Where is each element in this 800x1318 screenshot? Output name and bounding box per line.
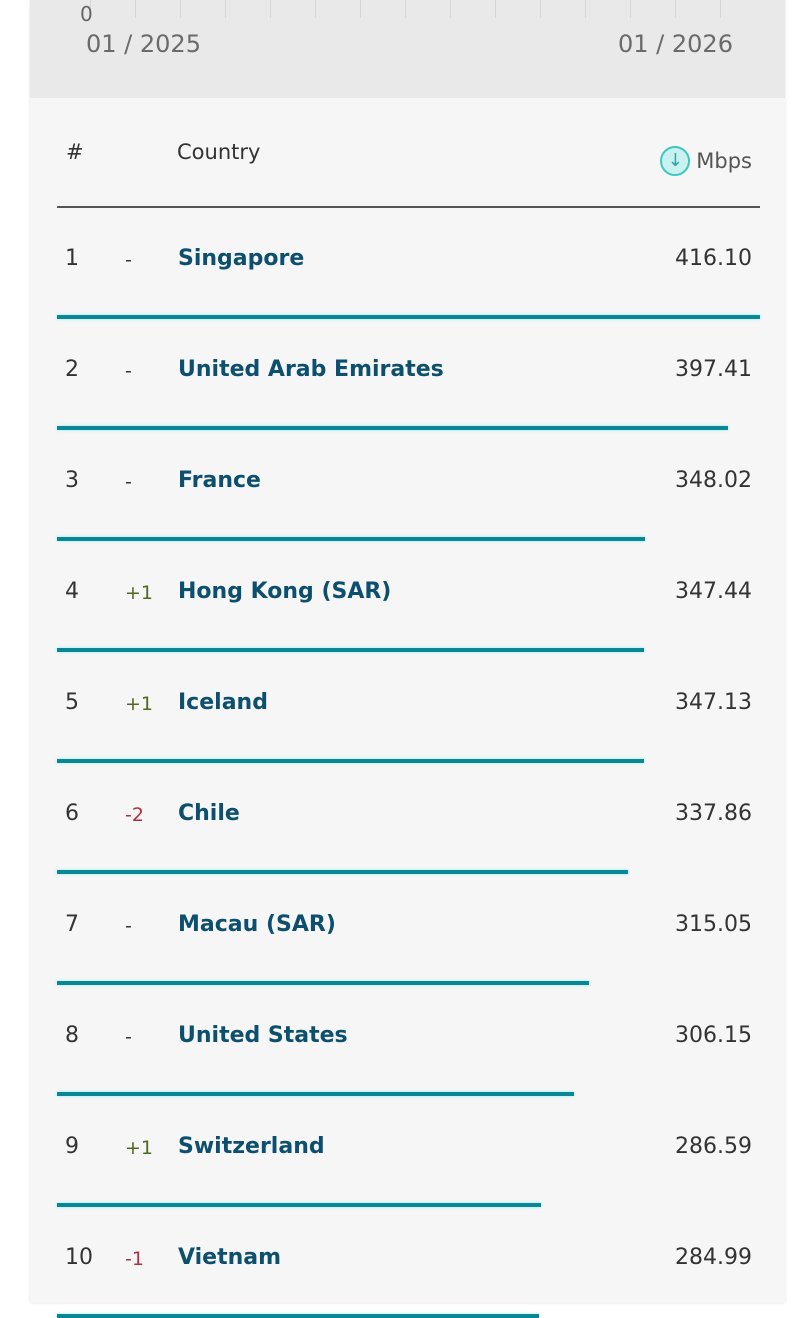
gridline: [90, 0, 91, 18]
speed-value: 397.41: [675, 357, 752, 382]
rank-change: -: [125, 360, 132, 382]
speed-value: 347.13: [675, 690, 752, 715]
table-row: 1 - Singapore 416.10: [30, 208, 785, 319]
rank: 4: [65, 579, 79, 604]
rank-change: -: [125, 249, 132, 271]
table-row: 3 - France 348.02: [30, 430, 785, 541]
speed-value: 315.05: [675, 912, 752, 937]
speed-value: 306.15: [675, 1023, 752, 1048]
rank-change: -: [125, 1026, 132, 1048]
speed-bar: [57, 315, 760, 319]
trend-chart-area: 0 01 / 2025 01 / 2026: [30, 0, 785, 98]
download-arrow-circle-icon: ↓: [660, 146, 691, 176]
rank: 6: [65, 801, 79, 826]
table-row: 9 +1 Switzerland 286.59: [30, 1096, 785, 1207]
rank: 1: [65, 246, 79, 271]
rank-header: #: [66, 140, 84, 164]
table-row: 7 - Macau (SAR) 315.05: [30, 874, 785, 985]
country-link[interactable]: Macau (SAR): [178, 912, 336, 937]
gridline: [450, 0, 451, 18]
country-link[interactable]: United States: [178, 1023, 348, 1048]
rank: 10: [65, 1245, 93, 1270]
rank-change: -: [125, 471, 132, 493]
gridline: [315, 0, 316, 18]
table-row: 5 +1 Iceland 347.13: [30, 652, 785, 763]
speed-bar: [57, 1314, 539, 1318]
rank: 9: [65, 1134, 79, 1159]
country-header: Country: [177, 140, 261, 164]
country-link[interactable]: Switzerland: [178, 1134, 325, 1159]
gridline: [270, 0, 271, 18]
gridline: [675, 0, 676, 18]
speed-ranking-panel: 0 01 / 2025 01 / 2026 # Country ↓ Mbps 1…: [30, 0, 785, 1318]
rank: 5: [65, 690, 79, 715]
gridline: [540, 0, 541, 18]
table-row: 4 +1 Hong Kong (SAR) 347.44: [30, 541, 785, 652]
speed-bar: [57, 870, 628, 874]
unit-header[interactable]: ↓ Mbps: [660, 146, 752, 176]
country-link[interactable]: Chile: [178, 801, 240, 826]
gridline: [225, 0, 226, 18]
chart-gridlines: [90, 0, 730, 20]
speed-value: 284.99: [675, 1245, 752, 1270]
ranking-list: 1 - Singapore 416.10 2 - United Arab Emi…: [30, 208, 785, 1318]
country-link[interactable]: Hong Kong (SAR): [178, 579, 392, 604]
gridline: [495, 0, 496, 18]
speed-bar: [57, 426, 729, 430]
unit-label: Mbps: [696, 149, 752, 173]
gridline: [360, 0, 361, 18]
rank-change: +1: [125, 1137, 154, 1159]
header-divider: [57, 206, 760, 208]
speed-bar: [57, 648, 644, 652]
table-row: 8 - United States 306.15: [30, 985, 785, 1096]
country-link[interactable]: Iceland: [178, 690, 268, 715]
country-link[interactable]: Singapore: [178, 246, 305, 271]
speed-bar: [57, 759, 644, 763]
x-axis-start-label: 01 / 2025: [86, 30, 201, 58]
speed-value: 286.59: [675, 1134, 752, 1159]
speed-value: 348.02: [675, 468, 752, 493]
rank-change: -1: [125, 1248, 144, 1270]
speed-bar: [57, 537, 645, 541]
gridline: [630, 0, 631, 18]
country-link[interactable]: Vietnam: [178, 1245, 282, 1270]
rank-change: +1: [125, 582, 154, 604]
speed-value: 337.86: [675, 801, 752, 826]
speed-value: 416.10: [675, 246, 752, 271]
table-row: 2 - United Arab Emirates 397.41: [30, 319, 785, 430]
speed-bar: [57, 1092, 575, 1096]
gridline: [405, 0, 406, 18]
gridline: [720, 0, 721, 18]
rank: 3: [65, 468, 79, 493]
rank-change: -2: [125, 804, 144, 826]
speed-value: 347.44: [675, 579, 752, 604]
gridline: [135, 0, 136, 18]
rank-change: -: [125, 915, 132, 937]
rank: 7: [65, 912, 79, 937]
country-link[interactable]: France: [178, 468, 261, 493]
y-axis-tick: 0: [80, 2, 93, 26]
rank-change: +1: [125, 693, 154, 715]
country-link[interactable]: United Arab Emirates: [178, 357, 444, 382]
x-axis-end-label: 01 / 2026: [618, 30, 733, 58]
table-row: 6 -2 Chile 337.86: [30, 763, 785, 874]
rank: 8: [65, 1023, 79, 1048]
rank: 2: [65, 357, 79, 382]
gridline: [180, 0, 181, 18]
table-row: 10 -1 Vietnam 284.99: [30, 1207, 785, 1318]
speed-bar: [57, 1203, 542, 1207]
gridline: [585, 0, 586, 18]
speed-bar: [57, 981, 590, 985]
